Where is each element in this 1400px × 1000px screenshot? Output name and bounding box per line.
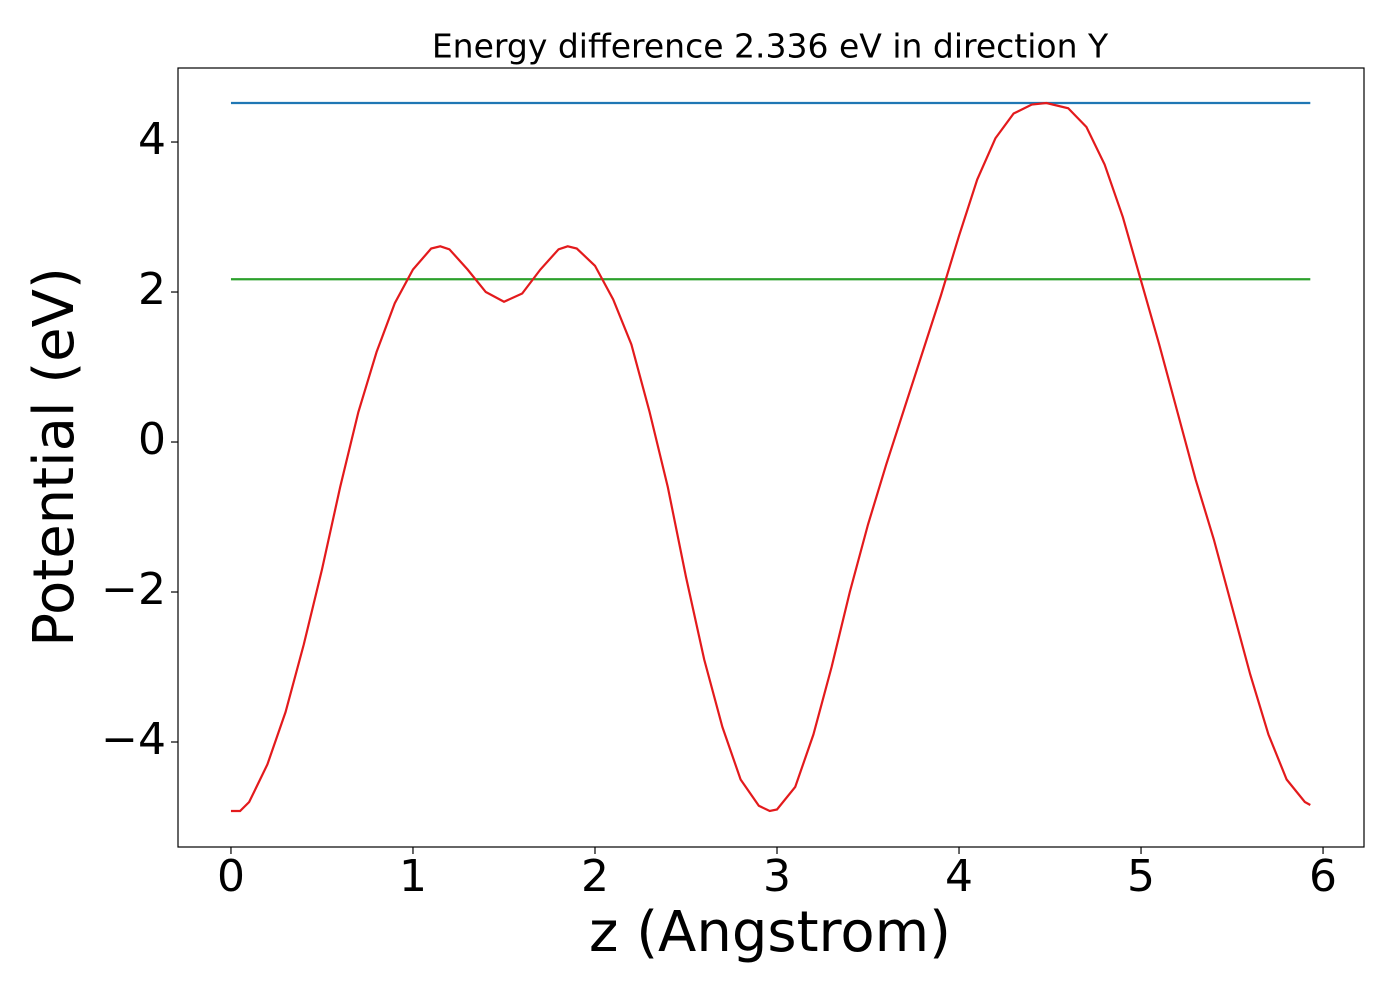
x-tick-label: 0 xyxy=(217,851,245,902)
plot-frame xyxy=(177,67,1365,848)
y-tick-label: 2 xyxy=(138,264,166,315)
y-tick-label: −2 xyxy=(101,564,166,615)
x-tick-label: 2 xyxy=(581,851,609,902)
series-line xyxy=(230,101,1311,813)
x-tick-label: 1 xyxy=(399,851,427,902)
x-tick-label: 3 xyxy=(763,851,791,902)
x-tick-label: 5 xyxy=(1127,851,1155,902)
y-tick-label: 0 xyxy=(138,414,166,465)
x-tick-label: 4 xyxy=(945,851,973,902)
y-axis-label: Potential (eV) xyxy=(22,267,87,647)
y-tick-label: −4 xyxy=(101,714,166,765)
x-axis-label: z (Angstrom) xyxy=(589,900,951,965)
chart-title: Energy difference 2.336 eV in direction … xyxy=(432,27,1109,66)
y-tick-label: 4 xyxy=(138,114,166,165)
x-tick-label: 6 xyxy=(1309,851,1337,902)
